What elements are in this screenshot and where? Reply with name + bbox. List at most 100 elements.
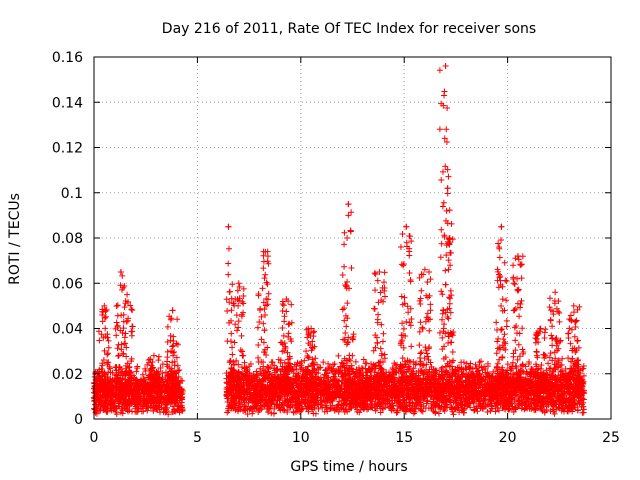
data-point — [124, 317, 131, 324]
data-point — [164, 372, 171, 379]
data-point — [345, 393, 352, 400]
data-point — [519, 368, 526, 375]
data-point — [333, 378, 340, 385]
data-point — [157, 365, 164, 372]
data-point — [254, 398, 261, 405]
data-point — [271, 362, 278, 369]
data-point — [145, 399, 152, 406]
data-point — [129, 307, 136, 314]
data-point — [170, 373, 177, 380]
data-point — [134, 387, 141, 394]
data-point — [110, 402, 117, 409]
data-point — [452, 371, 459, 378]
data-point — [145, 359, 152, 366]
data-point — [271, 405, 278, 412]
data-point — [580, 362, 587, 369]
data-point — [99, 318, 106, 325]
data-point — [463, 388, 470, 395]
data-point — [228, 402, 235, 409]
data-point — [165, 411, 172, 418]
data-point — [174, 362, 181, 369]
data-point — [407, 402, 414, 409]
data-point — [563, 371, 570, 378]
data-point — [574, 406, 581, 413]
data-point — [417, 399, 424, 406]
data-point — [462, 391, 469, 398]
data-point — [316, 364, 323, 371]
data-points — [91, 63, 588, 418]
data-point — [580, 406, 587, 413]
data-point — [98, 373, 105, 380]
data-point — [356, 383, 363, 390]
data-point — [134, 363, 141, 370]
data-point — [247, 396, 254, 403]
data-point — [95, 328, 102, 335]
data-point — [477, 358, 484, 365]
data-point — [102, 400, 109, 407]
data-point — [167, 332, 174, 339]
data-point — [498, 366, 505, 373]
data-point — [241, 359, 248, 366]
data-point — [401, 398, 408, 405]
data-point — [117, 282, 124, 289]
data-point — [96, 384, 103, 391]
data-point — [263, 406, 270, 413]
data-point — [230, 396, 237, 403]
data-point — [315, 400, 322, 407]
data-point — [415, 398, 422, 405]
data-point — [277, 407, 284, 414]
data-point — [449, 366, 456, 373]
data-point — [351, 394, 358, 401]
data-point — [170, 333, 177, 340]
data-point — [382, 404, 389, 411]
data-point — [120, 399, 127, 406]
data-point — [114, 302, 121, 309]
data-point — [486, 380, 493, 387]
data-point — [174, 379, 181, 386]
data-point — [174, 316, 181, 323]
data-point — [317, 374, 324, 381]
data-point — [560, 376, 567, 383]
data-point — [120, 325, 127, 332]
data-point — [532, 405, 539, 412]
data-point — [432, 408, 439, 415]
data-point — [125, 367, 132, 374]
data-point — [113, 332, 120, 339]
data-point — [120, 318, 127, 325]
data-point — [276, 389, 283, 396]
data-point — [450, 357, 457, 364]
data-point — [356, 377, 363, 384]
data-point — [274, 374, 281, 381]
data-point — [545, 360, 552, 367]
data-point — [179, 377, 186, 384]
data-point — [119, 272, 126, 279]
data-point — [382, 377, 389, 384]
data-point — [430, 372, 437, 379]
data-point — [109, 369, 116, 376]
data-point — [121, 334, 128, 341]
data-point — [555, 372, 562, 379]
data-point — [153, 395, 160, 402]
data-point — [299, 375, 306, 382]
data-point — [242, 387, 249, 394]
data-point — [574, 372, 581, 379]
data-point — [165, 371, 172, 378]
data-point — [150, 408, 157, 415]
data-point — [126, 382, 133, 389]
data-point — [96, 398, 103, 405]
data-point — [92, 409, 99, 416]
data-point — [526, 358, 533, 365]
data-point — [149, 380, 156, 387]
data-point — [224, 409, 231, 416]
data-point — [172, 384, 179, 391]
data-point — [458, 359, 465, 366]
data-point — [502, 369, 509, 376]
data-point — [364, 369, 371, 376]
data-point — [419, 408, 426, 415]
data-point — [419, 381, 426, 388]
data-point — [388, 405, 395, 412]
data-point — [466, 364, 473, 371]
data-point — [402, 408, 409, 415]
data-point — [169, 349, 176, 356]
data-point — [524, 387, 531, 394]
